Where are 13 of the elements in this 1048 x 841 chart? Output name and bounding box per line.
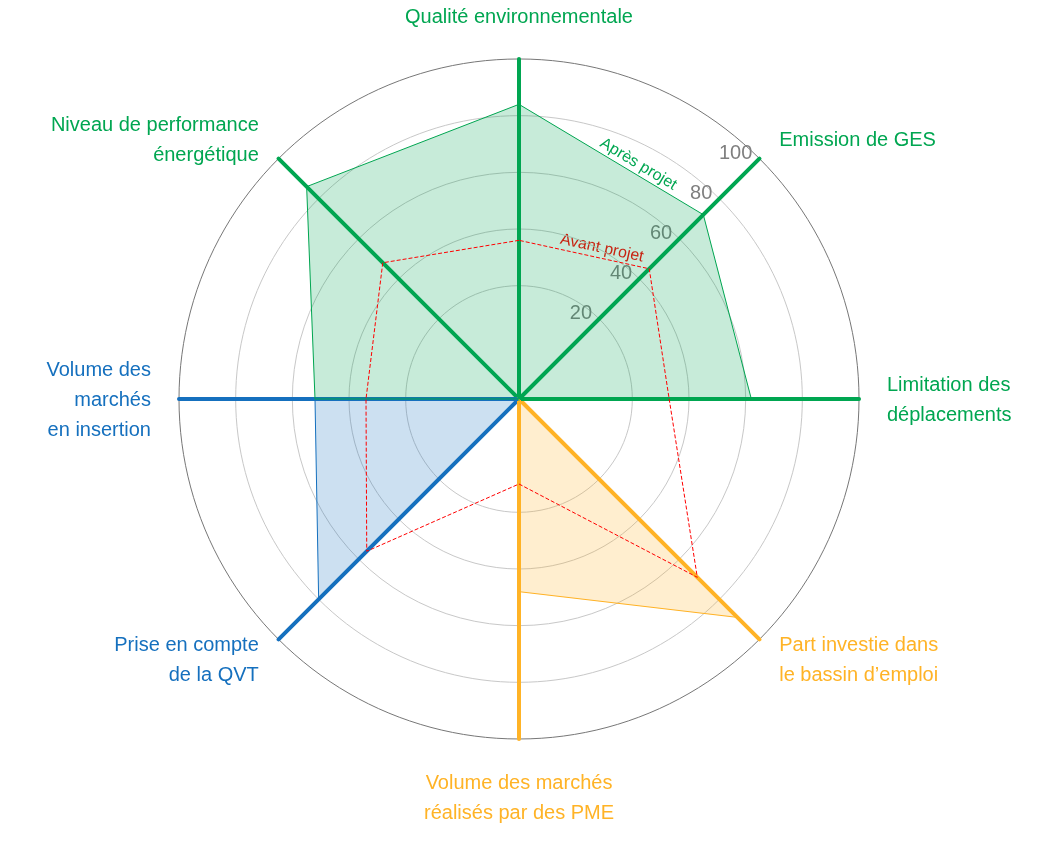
spoke-label: Part investie dans le bassin d’emploi xyxy=(779,633,939,686)
spoke-label: Qualité environnementale xyxy=(405,5,633,27)
spoke-label: Volume des marchés réalisés par des PME xyxy=(423,771,615,823)
y-tick-label: 100 xyxy=(718,140,753,163)
text: Avant projet xyxy=(558,229,646,265)
y-tick-label: 60 xyxy=(649,220,673,243)
y-tick-label: 80 xyxy=(690,180,713,203)
spoke-label: Niveau de performance énergétique xyxy=(50,112,259,165)
spoke-label: Emission de GES xyxy=(779,127,936,150)
spoke-label: Prise en compte de la QVT xyxy=(114,633,259,686)
y-tick-label: 20 xyxy=(569,300,593,323)
spoke-label: Limitation des déplacements xyxy=(887,373,1012,425)
spoke-label: Volume des marchés en insertion xyxy=(46,358,151,440)
